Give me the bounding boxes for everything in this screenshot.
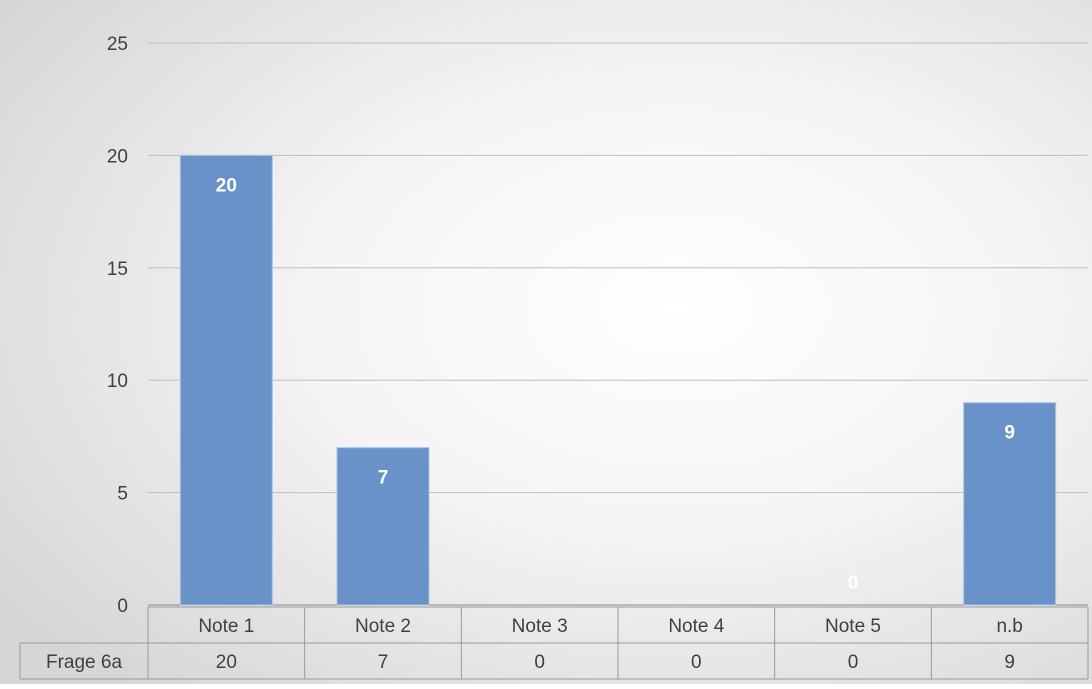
category-label: Note 2 — [355, 616, 411, 637]
category-label: Note 5 — [825, 616, 881, 637]
data-label: 0 — [848, 573, 859, 594]
bar — [963, 402, 1057, 606]
data-label: 7 — [378, 468, 389, 489]
y-tick-label: 15 — [107, 259, 128, 280]
data-labels: 20 7 0 9 — [216, 175, 1015, 594]
category-label: Note 1 — [198, 616, 254, 637]
data-table: Note 1 20 Note 2 7 Note 3 0 Note 4 0 Note 5 0 n.b 9… — [19, 606, 1089, 680]
y-tick-label: 0 — [117, 596, 128, 617]
table-value: 0 — [534, 652, 545, 673]
series-name: Frage 6a — [46, 652, 122, 673]
bar — [336, 447, 430, 606]
table-value: 0 — [848, 652, 859, 673]
category-label: Note 4 — [668, 616, 724, 637]
category-label: n.b — [996, 616, 1022, 637]
data-label: 9 — [1004, 423, 1015, 444]
table-value: 7 — [378, 652, 389, 673]
y-tick-label: 10 — [107, 371, 128, 392]
category-label: Note 3 — [512, 616, 568, 637]
bars — [179, 154, 1057, 606]
table-value: 9 — [1004, 652, 1015, 673]
bar — [179, 154, 273, 606]
data-label: 20 — [216, 175, 237, 196]
y-tick-label: 25 — [107, 34, 128, 55]
y-tick-label: 20 — [107, 146, 128, 167]
y-tick-label: 5 — [117, 484, 128, 505]
gridlines — [148, 42, 1088, 606]
table-value: 0 — [691, 652, 702, 673]
y-axis-ticks: 0 5 10 15 20 25 — [107, 34, 128, 617]
table-value: 20 — [216, 652, 237, 673]
